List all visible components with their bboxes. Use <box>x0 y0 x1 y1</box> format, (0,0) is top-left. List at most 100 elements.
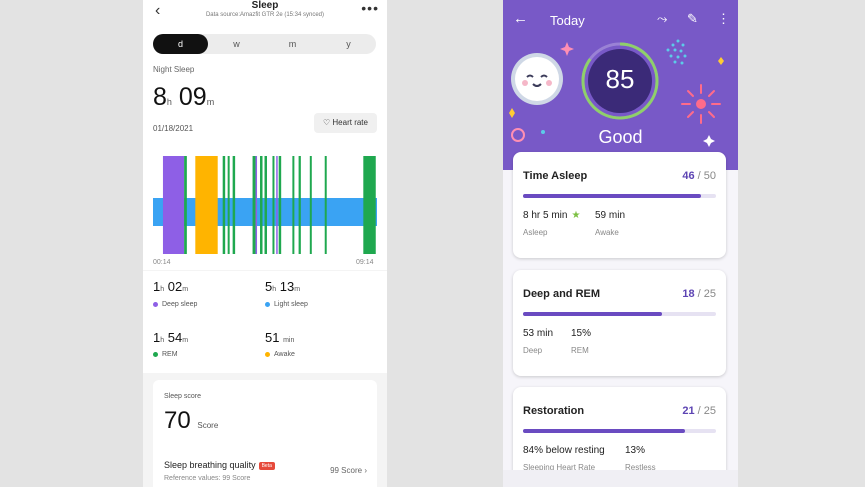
sleep-segment-rem <box>222 156 226 254</box>
restless-label: Restless <box>625 463 656 472</box>
system-nav-bar <box>503 470 738 487</box>
light-sleep-label: Light sleep <box>265 301 308 308</box>
card-score: 18 / 25 <box>682 288 716 300</box>
sleep-app-screen: ‹ Sleep Data source:Amazfit GTR 2e (15:3… <box>143 0 387 487</box>
awake-label: Awake <box>265 351 295 358</box>
back-arrow-icon[interactable]: ‹ <box>155 2 161 19</box>
sleep-score-card[interactable]: Sleep score 70 Score Sleep breathing qua… <box>153 380 377 487</box>
sleep-segment-deep <box>276 156 278 254</box>
decor-sparkles <box>509 39 724 147</box>
light-h-unit: h <box>272 286 277 293</box>
rem-minutes: 54 <box>167 330 183 345</box>
period-selector: d w m y <box>153 34 376 54</box>
breathing-score-text: 99 Score <box>330 466 363 475</box>
share-icon[interactable]: ⤳ <box>657 11 668 26</box>
deep-label: Deep <box>523 346 543 355</box>
tab-day[interactable]: d <box>153 34 208 54</box>
rem-value: 15% <box>571 328 592 339</box>
rem-label-text: REM <box>162 351 178 358</box>
card-title: Time Asleep <box>523 170 588 182</box>
awake-value: 59 min <box>595 210 626 221</box>
card-score: 21 / 25 <box>682 405 716 417</box>
tab-week[interactable]: w <box>233 39 240 49</box>
progress-track <box>523 194 716 198</box>
hours-unit: h <box>166 97 172 107</box>
heart-icon: ♡ <box>323 118 331 127</box>
sleep-segment-rem <box>232 156 236 254</box>
rem-hours: 1 <box>153 330 161 345</box>
asleep-label: Asleep <box>523 228 548 237</box>
card-score-value: 21 <box>682 405 695 417</box>
edit-icon[interactable]: ✎ <box>687 11 698 26</box>
total-hours: 8 <box>153 83 167 111</box>
sleep-segment-rem <box>292 156 295 254</box>
deep-dot-icon <box>153 301 158 307</box>
sleep-segment-deep <box>255 156 258 254</box>
tab-month[interactable]: m <box>288 39 297 49</box>
more-options-icon[interactable]: ••• <box>361 0 379 16</box>
breathing-quality-title[interactable]: Sleep breathing quality Beta <box>164 460 275 470</box>
sleep-segment-rem <box>264 156 267 254</box>
minutes-unit: m <box>206 97 215 107</box>
progress-fill <box>523 429 686 433</box>
beta-badge: Beta <box>258 461 275 470</box>
progress-fill <box>523 312 662 316</box>
rem-label: REM <box>571 346 589 355</box>
breathing-score[interactable]: 99 Score › <box>330 466 367 475</box>
rem-dot-icon <box>153 351 158 357</box>
light-label-text: Light sleep <box>274 301 308 308</box>
deep-label-text: Deep sleep <box>162 301 198 308</box>
score-number: 70 <box>164 407 191 434</box>
score-hero: ← Today ⤳ ✎ ⋮ <box>503 0 738 170</box>
awake-m-unit: min <box>283 337 295 344</box>
tab-year[interactable]: y <box>346 39 351 49</box>
card-score-value: 46 <box>682 170 695 182</box>
deep-sleep-value: 1h 02m <box>153 279 188 294</box>
card-score-value: 18 <box>682 288 695 300</box>
card-score-max: / 25 <box>697 288 716 300</box>
card-score-max: / 25 <box>697 405 716 417</box>
heart-rate-label: Heart rate <box>332 118 368 127</box>
asleep-value-text: 8 hr 5 min <box>523 210 568 221</box>
deep-hours: 1 <box>153 279 161 294</box>
sleep-stage-chart <box>153 156 377 254</box>
sleep-segment-rem <box>324 156 327 254</box>
deep-h-unit: h <box>160 286 165 293</box>
score-ring <box>581 42 659 120</box>
light-sleep-value: 5h 13m <box>265 279 300 294</box>
light-dot-icon <box>265 301 270 307</box>
sleep-summary-panel: ‹ Sleep Data source:Amazfit GTR 2e (15:3… <box>143 0 387 270</box>
more-vert-icon[interactable]: ⋮ <box>717 11 730 26</box>
light-hours: 5 <box>265 279 273 294</box>
star-icon: ★ <box>571 210 581 221</box>
deep-sleep-label: Deep sleep <box>153 301 197 308</box>
rem-h-unit: h <box>160 337 165 344</box>
sleep-score-screen: ← Today ⤳ ✎ ⋮ <box>503 0 738 487</box>
progress-track <box>523 312 716 316</box>
total-minutes: 09 <box>178 83 207 111</box>
deep-rem-card[interactable]: Deep and REM 18 / 25 53 min Deep 15% REM <box>513 270 726 376</box>
rem-label: REM <box>153 351 178 358</box>
sleep-segment-rem <box>227 156 230 254</box>
awake-value: 51 min <box>265 330 294 345</box>
score-unit: Score <box>197 421 219 430</box>
header-title: Today <box>550 13 585 28</box>
chart-end-time: 09:14 <box>356 259 374 266</box>
light-m-unit: m <box>294 286 301 293</box>
chart-start-time: 00:14 <box>153 259 171 266</box>
awake-label-text: Awake <box>274 351 295 358</box>
time-asleep-card[interactable]: Time Asleep 46 / 50 8 hr 5 min ★ Asleep 5… <box>513 152 726 258</box>
sleep-segment-rem <box>252 156 256 254</box>
awake-minutes: 51 <box>265 330 280 345</box>
deep-minutes: 02 <box>167 279 183 294</box>
sleep-segment-rem <box>260 156 263 254</box>
deep-value: 53 min <box>523 328 554 339</box>
sleep-segment-awake <box>195 156 218 254</box>
back-arrow-icon[interactable]: ← <box>513 10 528 27</box>
sleep-segment-rem <box>184 156 187 254</box>
asleep-value: 8 hr 5 min ★ <box>523 210 580 221</box>
score-rating: Good <box>598 127 643 147</box>
heart-rate-button[interactable]: ♡ Heart rate <box>314 113 377 133</box>
sleep-segment-rem <box>309 156 312 254</box>
card-title: Restoration <box>523 405 585 417</box>
